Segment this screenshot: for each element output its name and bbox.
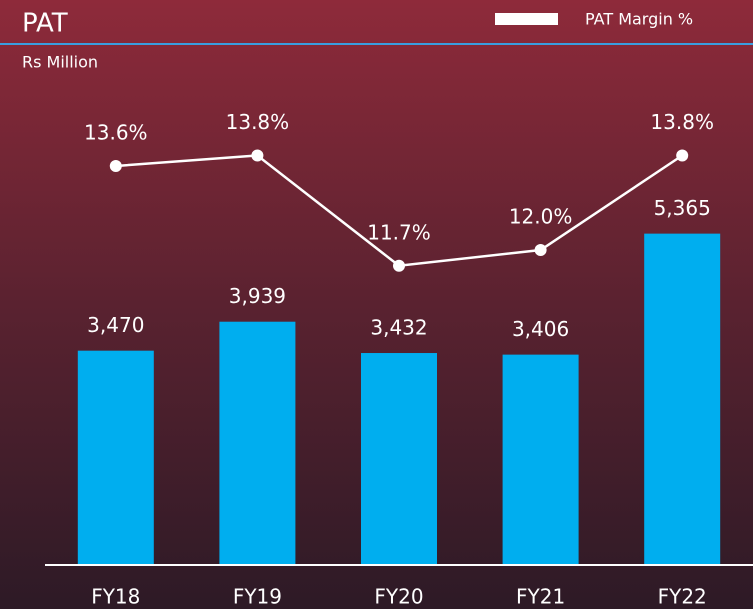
bar	[77, 350, 154, 565]
line-point	[393, 259, 405, 272]
bar	[502, 354, 579, 565]
legend-swatch	[495, 13, 558, 25]
line-point	[109, 160, 122, 172]
line-value-label: 13.8%	[226, 110, 290, 134]
line-value-label: 12.0%	[509, 205, 573, 229]
line-value-label: 11.7%	[367, 220, 431, 244]
x-tick-label: FY20	[374, 585, 423, 609]
line-point	[251, 149, 264, 162]
x-tick-label: FY22	[658, 585, 707, 609]
line-point	[676, 149, 689, 162]
bar-value-label: 3,406	[512, 317, 569, 341]
line-value-label: 13.6%	[84, 121, 148, 145]
x-tick-label: FY18	[91, 585, 140, 609]
bar-value-label: 3,939	[229, 284, 286, 308]
bar	[219, 321, 296, 565]
line-value-label: 13.8%	[650, 110, 714, 134]
bar	[644, 233, 721, 565]
x-tick-label: FY21	[516, 585, 565, 609]
line-point	[534, 244, 547, 256]
chart-title: PAT	[22, 9, 68, 39]
subtitle: Rs Million	[22, 53, 98, 72]
bar-value-label: 3,470	[87, 313, 144, 337]
bar-value-label: 3,432	[370, 316, 427, 340]
legend-label: PAT Margin %	[585, 10, 693, 29]
bar	[361, 353, 437, 565]
x-tick-label: FY19	[233, 585, 282, 609]
bar-value-label: 5,365	[654, 196, 711, 220]
